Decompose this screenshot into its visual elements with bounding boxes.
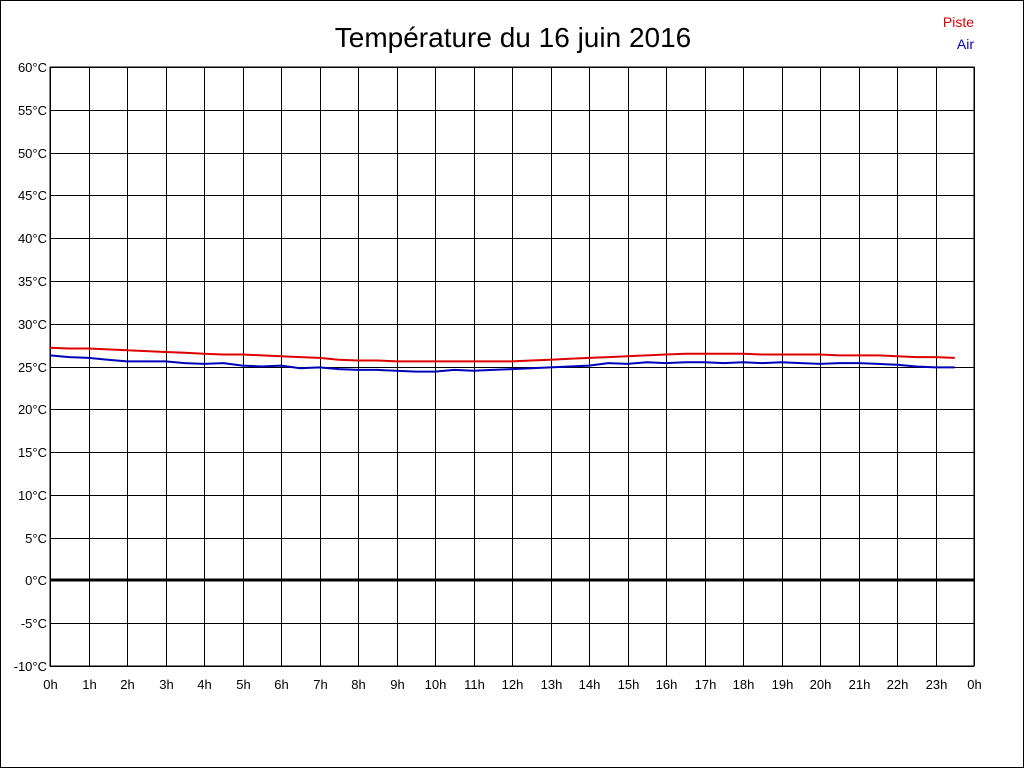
x-tick-label: 8h <box>351 677 365 692</box>
legend-entry-air: Air <box>957 36 974 52</box>
series-line-air <box>49 354 955 373</box>
x-tick-label: 4h <box>197 677 211 692</box>
y-tick-label: 40°C <box>18 231 47 246</box>
x-tick-label: 17h <box>695 677 717 692</box>
x-tick-label: 5h <box>236 677 250 692</box>
y-tick-label: 0°C <box>25 573 47 588</box>
legend: Piste Air <box>943 14 974 52</box>
x-tick-label: 18h <box>733 677 755 692</box>
y-tick-label: 20°C <box>18 402 47 417</box>
x-tick-label: 15h <box>618 677 640 692</box>
x-tick-label: 2h <box>120 677 134 692</box>
y-tick-label: 55°C <box>18 103 47 118</box>
x-axis-tick-labels: 0h 1h 2h 3h 4h 5h 6h 7h 8h 9h 10h 11h 12h 13h 14h 15h 16… <box>43 677 981 692</box>
x-tick-label: 21h <box>849 677 871 692</box>
x-tick-label: 11h <box>464 677 485 692</box>
x-tick-label: 20h <box>810 677 832 692</box>
x-tick-label: 9h <box>390 677 404 692</box>
y-tick-label: 35°C <box>18 274 47 289</box>
x-tick-label: 3h <box>159 677 173 692</box>
x-tick-label: 23h <box>926 677 948 692</box>
y-tick-label: -5°C <box>21 616 47 631</box>
x-tick-label: 0h <box>967 677 981 692</box>
x-tick-label: 12h <box>502 677 524 692</box>
series-line-piste <box>49 346 955 363</box>
legend-entry-piste: Piste <box>943 14 974 30</box>
y-axis-tick-labels: 60°C 55°C 50°C 45°C 40°C 35°C 30°C 25°C 20°C 15°C… <box>14 60 47 674</box>
x-tick-label: 0h <box>43 677 57 692</box>
y-tick-label: 25°C <box>18 360 47 375</box>
y-tick-label: 10°C <box>18 488 47 503</box>
x-tick-label: 13h <box>541 677 563 692</box>
x-tick-label: 16h <box>656 677 678 692</box>
chart-title: Température du 16 juin 2016 <box>335 22 691 53</box>
y-tick-label: 30°C <box>18 317 47 332</box>
x-tick-label: 10h <box>425 677 447 692</box>
y-tick-label: 45°C <box>18 188 47 203</box>
series-lines <box>49 346 955 373</box>
y-tick-label: 15°C <box>18 445 47 460</box>
x-tick-label: 22h <box>887 677 909 692</box>
y-tick-label: 5°C <box>25 531 47 546</box>
y-tick-label: 60°C <box>18 60 47 75</box>
x-tick-label: 1h <box>82 677 96 692</box>
x-tick-label: 14h <box>579 677 601 692</box>
x-tick-label: 6h <box>274 677 288 692</box>
grid <box>49 66 975 667</box>
y-tick-label: -10°C <box>14 659 47 674</box>
y-tick-label: 50°C <box>18 146 47 161</box>
x-tick-label: 7h <box>313 677 327 692</box>
x-tick-label: 19h <box>772 677 794 692</box>
